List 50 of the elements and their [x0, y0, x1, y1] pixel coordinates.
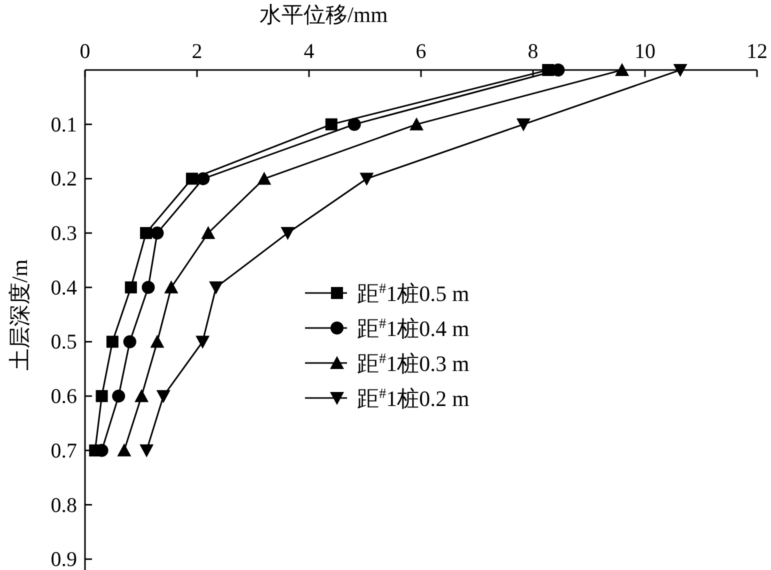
point [196, 172, 210, 186]
y-tick-label: 0.7 [50, 438, 77, 462]
point [106, 336, 118, 348]
y-tick-label: 0.2 [50, 166, 77, 191]
y-tick-label: 0.8 [50, 492, 77, 517]
point [140, 227, 152, 240]
point [112, 390, 126, 403]
point [142, 280, 155, 294]
point [325, 118, 338, 130]
y-tick-label: 0.6 [50, 384, 77, 408]
legend-label: 距$^{#}$1桩0.3 m [357, 351, 470, 376]
y-tick-label: 0.5 [50, 330, 77, 354]
y-tick-label: 0.3 [50, 221, 77, 246]
point [360, 172, 374, 186]
point [186, 172, 198, 185]
point [150, 226, 164, 240]
point [134, 389, 149, 402]
point [150, 334, 164, 348]
point [156, 390, 170, 404]
point [96, 390, 108, 402]
point [615, 63, 630, 76]
x-tick-label: 0 [80, 39, 90, 63]
legend-label: 距$^{#}$1桩0.4 m [357, 316, 470, 341]
point [123, 335, 136, 348]
point [201, 226, 216, 240]
point [209, 281, 224, 294]
point [124, 281, 137, 294]
x-tick-label: 4 [304, 39, 315, 63]
point [196, 336, 210, 349]
point [164, 280, 178, 294]
point [410, 117, 424, 130]
point [673, 64, 688, 77]
point [516, 118, 530, 132]
y-tick-label: 0.4 [50, 275, 78, 300]
point [140, 444, 154, 458]
x-tick-label: 6 [416, 39, 426, 63]
point [257, 172, 272, 185]
x-tick-label: 10 [634, 39, 656, 63]
x-tick-label: 2 [192, 39, 202, 63]
point [117, 443, 132, 456]
y-tick-label: 0.9 [50, 547, 77, 570]
legend-label: 距$^{#}$1桩0.5 m [357, 281, 470, 306]
x-tick-label: 12 [746, 39, 768, 63]
x-axis-title: 水平位移/mm [259, 2, 388, 27]
point [280, 227, 295, 240]
x-tick-label: 8 [528, 39, 538, 63]
y-tick-label: 0.1 [50, 112, 77, 136]
point [348, 118, 361, 131]
y-axis-title: 土层深度/m [7, 259, 32, 371]
legend-label: 距$^{#}$1桩0.2 m [357, 386, 470, 411]
